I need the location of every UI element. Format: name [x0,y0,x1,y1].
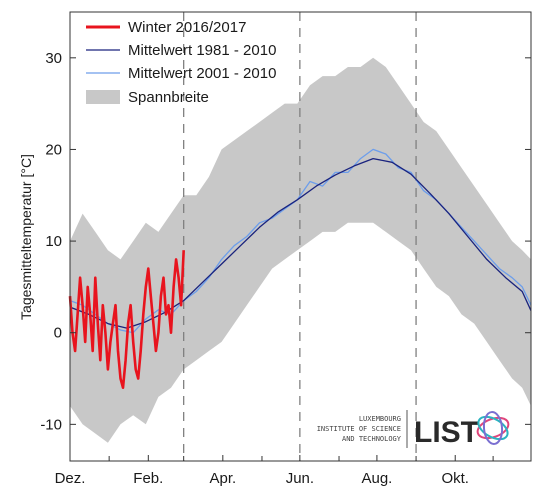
x-tick-label-4: Aug. [361,470,392,487]
y-tick-label-4: 30 [45,50,62,67]
y-tick-label-0: -10 [40,416,62,433]
legend-label-mean-2001: Mittelwert 2001 - 2010 [128,65,276,82]
legend-label-winter: Winter 2016/2017 [128,19,246,36]
plot-frame [69,11,532,462]
axes: -10 0 10 20 30 Dez. Feb. Apr. Jun. Aug. Okt. [40,50,531,487]
logo-line-3: AND TECHNOLOGY [342,435,402,443]
series-layer [68,148,532,390]
legend: Winter 2016/2017 Mittelwert 1981 - 2010 … [86,19,276,106]
x-tick-label-2: Apr. [209,470,236,487]
logo-wordmark: LIST [414,416,479,449]
legend-swatch-range [86,90,120,104]
y-tick-label-2: 10 [45,233,62,250]
range-band-layer [70,57,531,443]
legend-label-mean-1981: Mittelwert 1981 - 2010 [128,42,276,59]
logo-line-1: LUXEMBOURG [359,415,401,423]
series-line-1 [69,157,532,329]
logo-line-2: INSTITUTE OF SCIENCE [317,425,401,433]
x-tick-label-3: Jun. [286,470,314,487]
series-line-2 [69,148,532,334]
dashed-guides [183,12,417,461]
y-axis-title: Tagesmitteltemperatur [°C] [18,154,34,320]
logo-rings-icon [476,411,510,445]
y-tick-label-3: 20 [45,141,62,158]
y-tick-label-1: 0 [54,325,62,342]
range-band [70,57,531,443]
x-tick-label-1: Feb. [133,470,163,487]
legend-label-range: Spannbreite [128,89,209,106]
x-tick-label-0: Dez. [55,470,86,487]
list-logo: LUXEMBOURG INSTITUTE OF SCIENCE AND TECH… [317,410,510,449]
series-line-0 [68,250,185,390]
x-tick-label-5: Okt. [441,470,469,487]
